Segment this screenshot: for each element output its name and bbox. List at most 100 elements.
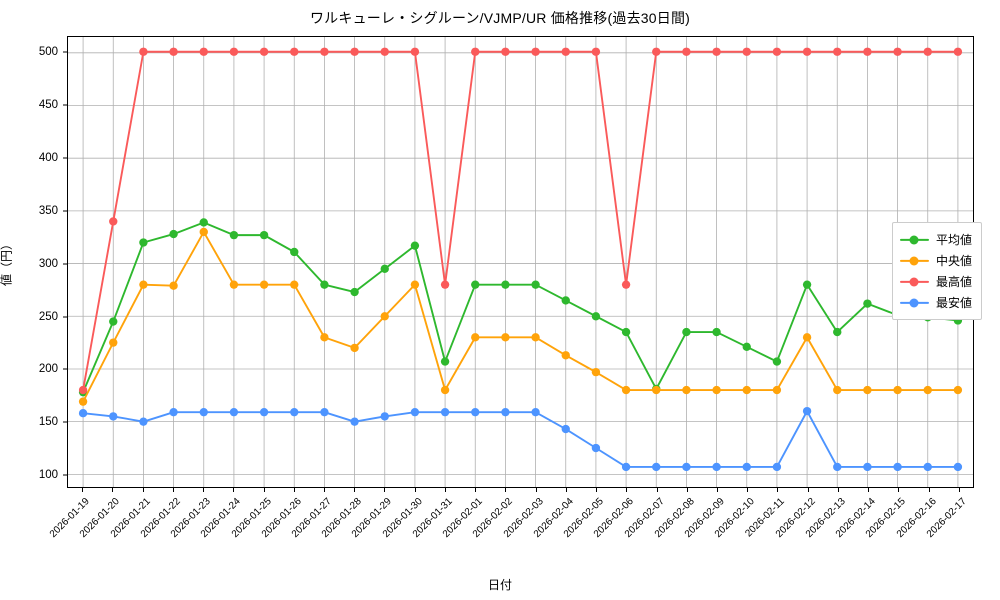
x-tick-label: 2026-02-14: [833, 496, 878, 540]
data-point: [290, 247, 299, 257]
data-point: [229, 47, 239, 56]
data-point: [682, 327, 691, 337]
x-tick-mark: [354, 488, 356, 492]
data-point: [742, 462, 751, 472]
x-tick-mark: [868, 488, 870, 492]
data-point: [380, 412, 389, 421]
x-tick-label: 2026-01-22: [138, 496, 183, 540]
data-point: [139, 417, 148, 426]
x-tick-mark: [596, 488, 598, 492]
data-point: [621, 385, 631, 395]
y-tick-label: 500: [38, 45, 58, 58]
data-point: [712, 327, 721, 337]
y-tick-label: 400: [38, 151, 58, 164]
x-tick-mark: [263, 488, 265, 492]
data-point: [712, 385, 721, 395]
data-point: [78, 385, 88, 395]
data-point: [893, 47, 902, 56]
data-point: [652, 462, 661, 472]
legend-item-3[interactable]: 最高値: [899, 271, 972, 292]
data-point: [501, 407, 510, 417]
data-point: [290, 407, 299, 417]
data-point: [772, 357, 782, 366]
y-tick-mark: [63, 157, 67, 159]
data-point: [139, 280, 148, 289]
data-point: [259, 280, 269, 289]
data-point: [109, 317, 118, 326]
data-point: [531, 47, 540, 56]
y-tick-label: 350: [38, 204, 58, 217]
data-point: [169, 281, 178, 290]
x-tick-mark: [233, 488, 235, 492]
x-tick-label: 2026-02-05: [561, 496, 606, 540]
data-point: [863, 462, 872, 472]
data-point: [350, 343, 359, 353]
data-point: [410, 241, 420, 250]
data-point: [229, 280, 239, 289]
x-tick-label: 2026-02-01: [440, 496, 485, 540]
data-point: [953, 385, 963, 395]
x-tick-label: 2026-02-13: [803, 496, 848, 540]
data-point: [591, 443, 601, 453]
x-tick-mark: [898, 488, 900, 492]
data-point: [471, 280, 480, 289]
x-tick-mark: [535, 488, 537, 492]
data-point: [591, 367, 601, 377]
data-point: [380, 312, 389, 321]
legend-item-1[interactable]: 平均値: [899, 229, 972, 250]
data-point: [320, 280, 329, 289]
data-point: [78, 397, 88, 406]
x-tick-mark: [565, 488, 567, 492]
data-point: [410, 407, 420, 417]
data-point: [320, 333, 329, 342]
data-point: [742, 342, 751, 352]
x-tick-label: 2026-02-09: [682, 496, 727, 540]
data-point: [561, 296, 570, 305]
legend-swatch-icon: [899, 297, 929, 309]
data-point: [531, 280, 540, 289]
data-point: [712, 47, 721, 56]
x-tick-label: 2026-02-08: [652, 496, 697, 540]
data-point: [833, 385, 842, 395]
data-point: [501, 47, 510, 56]
data-point: [350, 47, 359, 56]
legend-swatch-icon: [899, 255, 929, 267]
y-tick-label: 150: [38, 416, 58, 429]
series-line: [82, 231, 959, 403]
data-point: [229, 407, 239, 417]
legend-item-4[interactable]: 最安値: [899, 292, 972, 313]
data-point: [259, 230, 269, 240]
x-tick-mark: [112, 488, 114, 492]
data-point: [440, 280, 450, 289]
data-point: [893, 385, 902, 395]
data-point: [440, 357, 450, 366]
data-point: [652, 385, 661, 395]
y-tick-label: 300: [38, 257, 58, 270]
data-point: [139, 47, 148, 56]
data-point: [772, 385, 782, 395]
data-point: [380, 47, 389, 56]
x-tick-label: 2026-02-06: [592, 496, 637, 540]
data-point: [561, 424, 570, 434]
y-tick-label: 100: [38, 469, 58, 482]
series-line: [82, 50, 959, 391]
x-tick-label: 2026-01-31: [410, 496, 455, 540]
data-point: [471, 47, 480, 56]
x-tick-mark: [807, 488, 809, 492]
data-point: [199, 218, 208, 227]
data-point: [531, 407, 540, 417]
legend-item-2[interactable]: 中央値: [899, 250, 972, 271]
x-tick-mark: [323, 488, 325, 492]
data-point: [259, 47, 269, 56]
data-point: [320, 407, 329, 417]
x-tick-label: 2026-01-26: [259, 496, 304, 540]
data-point: [350, 417, 359, 426]
data-point: [772, 47, 782, 56]
x-tick-mark: [686, 488, 688, 492]
data-point: [742, 47, 751, 56]
data-point: [169, 47, 178, 56]
data-point: [621, 280, 631, 289]
data-point: [833, 462, 842, 472]
data-point: [652, 47, 661, 56]
series-line: [82, 221, 959, 394]
